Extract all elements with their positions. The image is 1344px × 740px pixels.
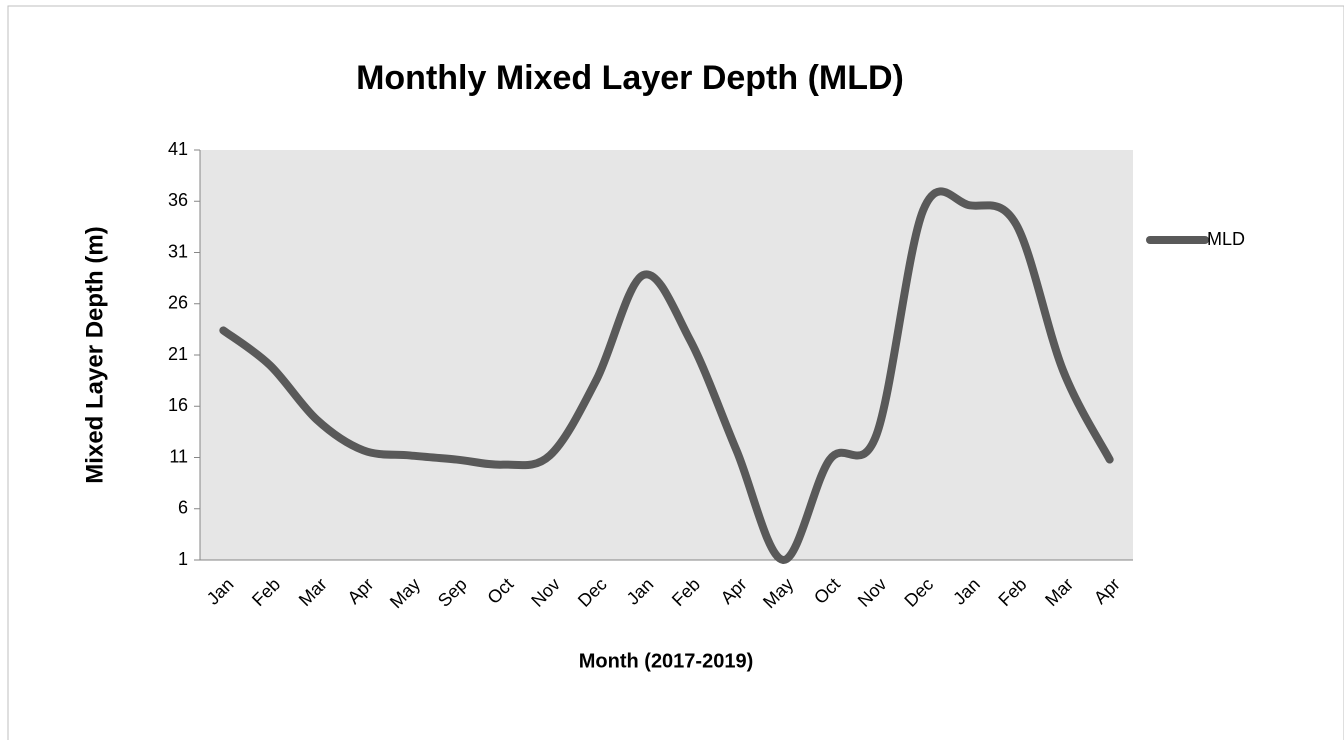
x-tick-label: Feb: [668, 574, 704, 610]
x-tick-label: Apr: [344, 574, 378, 608]
y-tick-label: 41: [168, 139, 188, 159]
y-tick-label: 26: [168, 293, 188, 313]
x-tick-label: Nov: [854, 574, 891, 611]
y-tick-label: 21: [168, 344, 188, 364]
x-tick-label: May: [386, 574, 424, 612]
chart-frame: [7, 5, 1344, 740]
x-tick-label: May: [759, 574, 797, 612]
y-tick-label: 11: [169, 446, 188, 466]
y-tick-label: 1: [178, 549, 188, 569]
x-tick-label: Dec: [574, 574, 611, 611]
chart-title: Monthly Mixed Layer Depth (MLD): [356, 59, 904, 97]
x-tick-label: Jan: [203, 574, 238, 609]
x-tick-label: Mar: [1041, 574, 1077, 610]
x-tick-label: Dec: [900, 574, 937, 611]
x-tick-label: Oct: [810, 574, 844, 608]
x-tick-label: Oct: [483, 574, 517, 608]
y-tick-label: 16: [168, 395, 188, 415]
x-tick-label: Apr: [1090, 574, 1124, 608]
x-tick-label: Nov: [527, 574, 564, 611]
y-tick-label: 36: [168, 190, 188, 210]
x-tick-label: Sep: [434, 574, 471, 611]
x-tick-label: Apr: [717, 574, 751, 608]
x-tick-label: Jan: [949, 574, 984, 609]
y-tick-label: 31: [168, 241, 188, 261]
plot-area: [200, 150, 1133, 560]
x-tick-label: Feb: [248, 574, 284, 610]
legend-label: MLD: [1207, 229, 1245, 249]
y-tick-label: 6: [178, 498, 188, 518]
x-tick-label: Feb: [994, 574, 1030, 610]
data-line: [219, 187, 1114, 564]
x-axis-label: Month (2017-2019): [579, 650, 754, 672]
x-tick-label: Jan: [623, 574, 658, 609]
x-tick-label: Mar: [295, 574, 331, 610]
y-axis-label: Mixed Layer Depth (m): [81, 226, 108, 483]
